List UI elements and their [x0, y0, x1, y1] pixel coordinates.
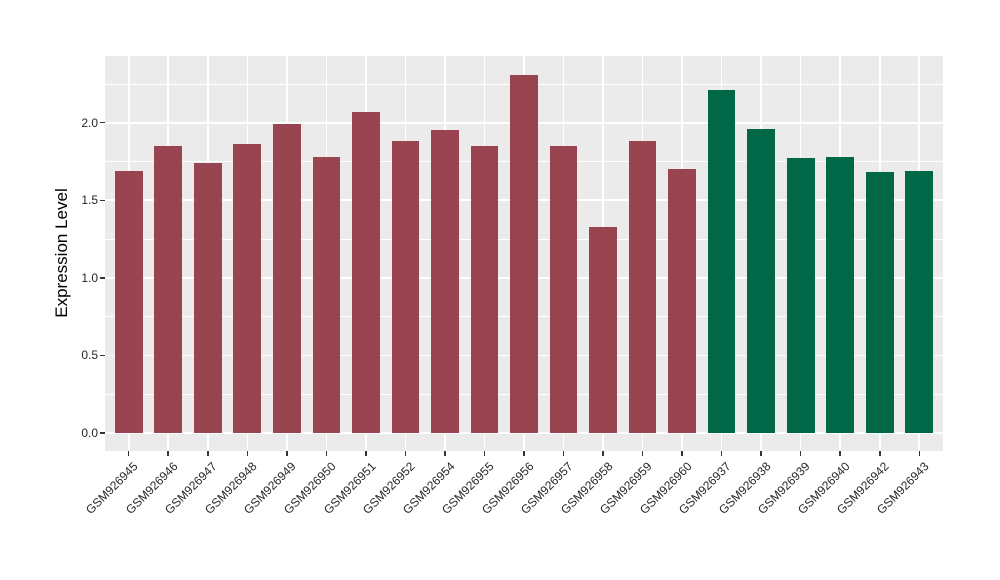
bar: [272, 124, 301, 433]
y-axis-title: Expression Level: [52, 188, 71, 318]
x-tick: [760, 451, 762, 456]
bar: [193, 163, 222, 433]
x-tick: [325, 451, 328, 456]
x-tick: [444, 451, 446, 456]
bar: [391, 141, 420, 433]
y-tick-label: 0.0: [81, 426, 98, 440]
x-tick: [879, 451, 881, 456]
bar: [747, 128, 775, 433]
bar: [233, 144, 262, 433]
y-tick: [100, 199, 105, 202]
bar: [549, 145, 578, 433]
x-tick: [365, 451, 367, 456]
y-tick-label: 1.0: [81, 270, 98, 285]
bar: [431, 130, 459, 433]
x-tick: [207, 451, 209, 456]
x-tick: [286, 451, 288, 456]
y-tick-label: 0.5: [81, 348, 98, 363]
plot-panel: [105, 56, 943, 451]
y-tick: [100, 121, 105, 124]
x-tick: [523, 451, 525, 456]
bar: [786, 158, 815, 433]
bar: [589, 226, 617, 433]
x-tick: [602, 451, 604, 456]
x-tick: [404, 451, 407, 456]
bar: [628, 141, 657, 433]
x-tick: [641, 451, 644, 456]
y-tick-label: 1.5: [81, 193, 98, 208]
bar: [510, 74, 538, 433]
y-tick: [100, 432, 105, 434]
x-tick: [918, 451, 921, 456]
bar: [707, 90, 736, 433]
x-tick: [127, 451, 130, 456]
x-tick: [483, 451, 486, 456]
x-tick: [681, 451, 683, 456]
x-tick: [839, 451, 841, 456]
bar: [154, 145, 183, 433]
bar: [668, 169, 696, 433]
bar: [826, 156, 855, 433]
x-tick: [167, 451, 169, 456]
y-tick: [100, 277, 105, 279]
x-tick: [246, 451, 249, 456]
x-tick: [720, 451, 723, 456]
y-tick-label: 2.0: [81, 115, 98, 130]
bar: [470, 145, 499, 433]
y-tick: [100, 354, 105, 357]
bar: [352, 111, 380, 433]
bar: [865, 172, 894, 433]
bar: [905, 170, 934, 433]
bar: [114, 170, 143, 433]
x-tick: [799, 451, 802, 456]
bar: [312, 156, 341, 433]
x-tick: [562, 451, 565, 456]
